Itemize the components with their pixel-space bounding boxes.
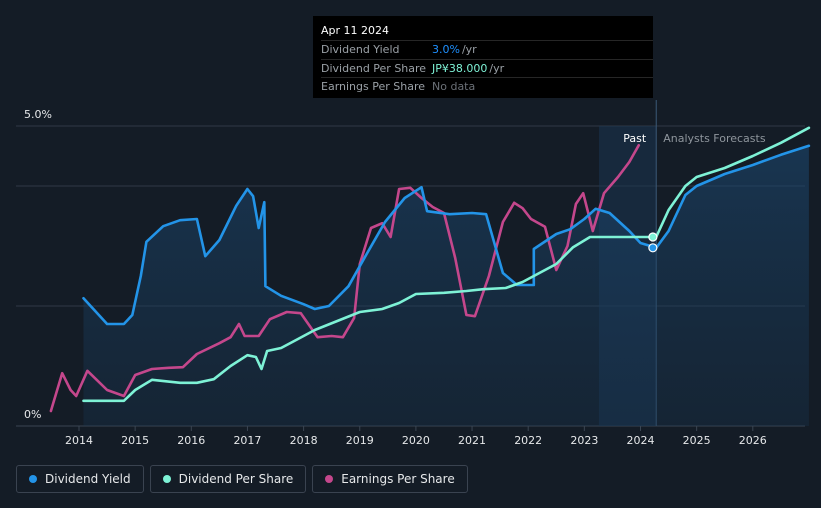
x-tick-label: 2015 — [121, 434, 149, 447]
tooltip: Apr 11 2024 Dividend Yield 3.0% /yr Divi… — [313, 16, 653, 98]
legend-dot-icon — [325, 475, 334, 483]
x-tick-label: 2026 — [739, 434, 767, 447]
tooltip-row-earnings-per-share: Earnings Per Share No data — [321, 77, 653, 96]
x-tick-label: 2018 — [290, 434, 318, 447]
x-tick-label: 2020 — [402, 434, 430, 447]
x-tick-label: 2019 — [346, 434, 374, 447]
tooltip-label: Earnings Per Share — [321, 80, 426, 94]
dividend-yield-line — [82, 144, 811, 326]
tooltip-label: Dividend Per Share — [321, 61, 427, 75]
tooltip-value: 3.0% — [432, 43, 460, 57]
x-tick-label: 2017 — [233, 434, 261, 447]
x-tick-label: 2016 — [177, 434, 205, 447]
legend-dot-icon — [162, 475, 171, 483]
x-tick-label: 2025 — [683, 434, 711, 447]
tooltip-unit: /yr — [461, 43, 477, 57]
legend-item-dividend-yield[interactable]: Dividend Yield — [16, 465, 144, 493]
legend-item-earnings-per-share[interactable]: Earnings Per Share — [312, 465, 468, 493]
legend-label: Earnings Per Share — [341, 472, 455, 486]
legend-dot-icon — [29, 475, 37, 483]
past-label: Past — [623, 132, 647, 145]
x-tick-label: 2021 — [458, 434, 486, 447]
x-tick-label: 2014 — [65, 434, 93, 447]
earnings-per-share-line — [49, 143, 641, 413]
x-tick-label: 2024 — [627, 434, 655, 447]
dividend-per-share-line — [82, 126, 811, 403]
y-axis-label: 0% — [24, 408, 41, 421]
dividend-per-share-marker — [648, 232, 658, 242]
tooltip-row-dividend-yield: Dividend Yield 3.0% /yr — [321, 40, 653, 59]
legend: Dividend Yield Dividend Per Share Earnin… — [16, 465, 468, 493]
x-tick-label: 2022 — [514, 434, 542, 447]
legend-label: Dividend Yield — [45, 472, 131, 486]
y-axis-label: 5.0% — [24, 108, 52, 121]
x-tick-label: 2023 — [570, 434, 598, 447]
tooltip-unit: /yr — [489, 61, 505, 75]
forecast-label: Analysts Forecasts — [663, 132, 766, 145]
legend-item-dividend-per-share[interactable]: Dividend Per Share — [149, 465, 307, 493]
legend-label: Dividend Per Share — [178, 472, 294, 486]
tooltip-row-dividend-per-share: Dividend Per Share JP¥38.000 /yr — [321, 58, 653, 78]
tooltip-date: Apr 11 2024 — [321, 24, 390, 37]
tooltip-value: No data — [432, 80, 476, 94]
dividend-yield-marker — [648, 243, 658, 253]
tooltip-value: JP¥38.000 — [432, 61, 488, 75]
tooltip-label: Dividend Yield — [321, 43, 400, 57]
